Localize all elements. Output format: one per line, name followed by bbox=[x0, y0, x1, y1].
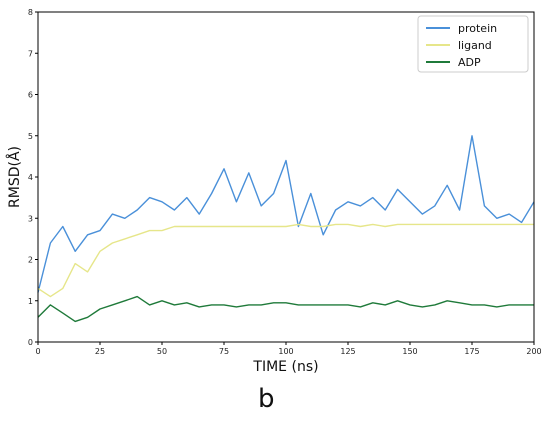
y-tick-label: 2 bbox=[28, 256, 33, 265]
x-tick-label: 175 bbox=[464, 347, 479, 356]
panel-label: b bbox=[258, 384, 275, 414]
x-tick-label: 75 bbox=[219, 347, 229, 356]
y-tick-label: 6 bbox=[28, 91, 33, 100]
x-tick-label: 200 bbox=[526, 347, 541, 356]
series-line-protein bbox=[37, 135, 535, 293]
y-tick-label: 5 bbox=[28, 132, 33, 141]
x-tick-label: 0 bbox=[35, 347, 40, 356]
legend-label-protein: protein bbox=[458, 22, 497, 35]
y-tick-label: 8 bbox=[28, 8, 33, 17]
y-tick-label: 0 bbox=[28, 338, 33, 347]
x-tick-label: 25 bbox=[95, 347, 105, 356]
legend: protein ligand ADP bbox=[417, 15, 529, 73]
x-tick-label: 150 bbox=[402, 347, 417, 356]
series-line-adp bbox=[37, 295, 534, 323]
y-axis-title: RMSD(Å) bbox=[6, 146, 23, 208]
y-tick-label: 7 bbox=[28, 49, 33, 58]
series-line-ligand bbox=[37, 223, 534, 298]
y-tick-label: 3 bbox=[28, 214, 33, 223]
x-tick-label: 125 bbox=[340, 347, 355, 356]
legend-box bbox=[417, 15, 529, 73]
y-tick-label: 4 bbox=[28, 173, 33, 182]
y-tick-label: 1 bbox=[28, 297, 33, 306]
x-tick-label: 50 bbox=[157, 347, 167, 356]
legend-label-adp: ADP bbox=[458, 56, 481, 69]
x-axis-title: TIME (ns) bbox=[252, 359, 318, 375]
x-tick-label: 100 bbox=[278, 347, 293, 356]
legend-label-ligand: ligand bbox=[458, 39, 492, 52]
